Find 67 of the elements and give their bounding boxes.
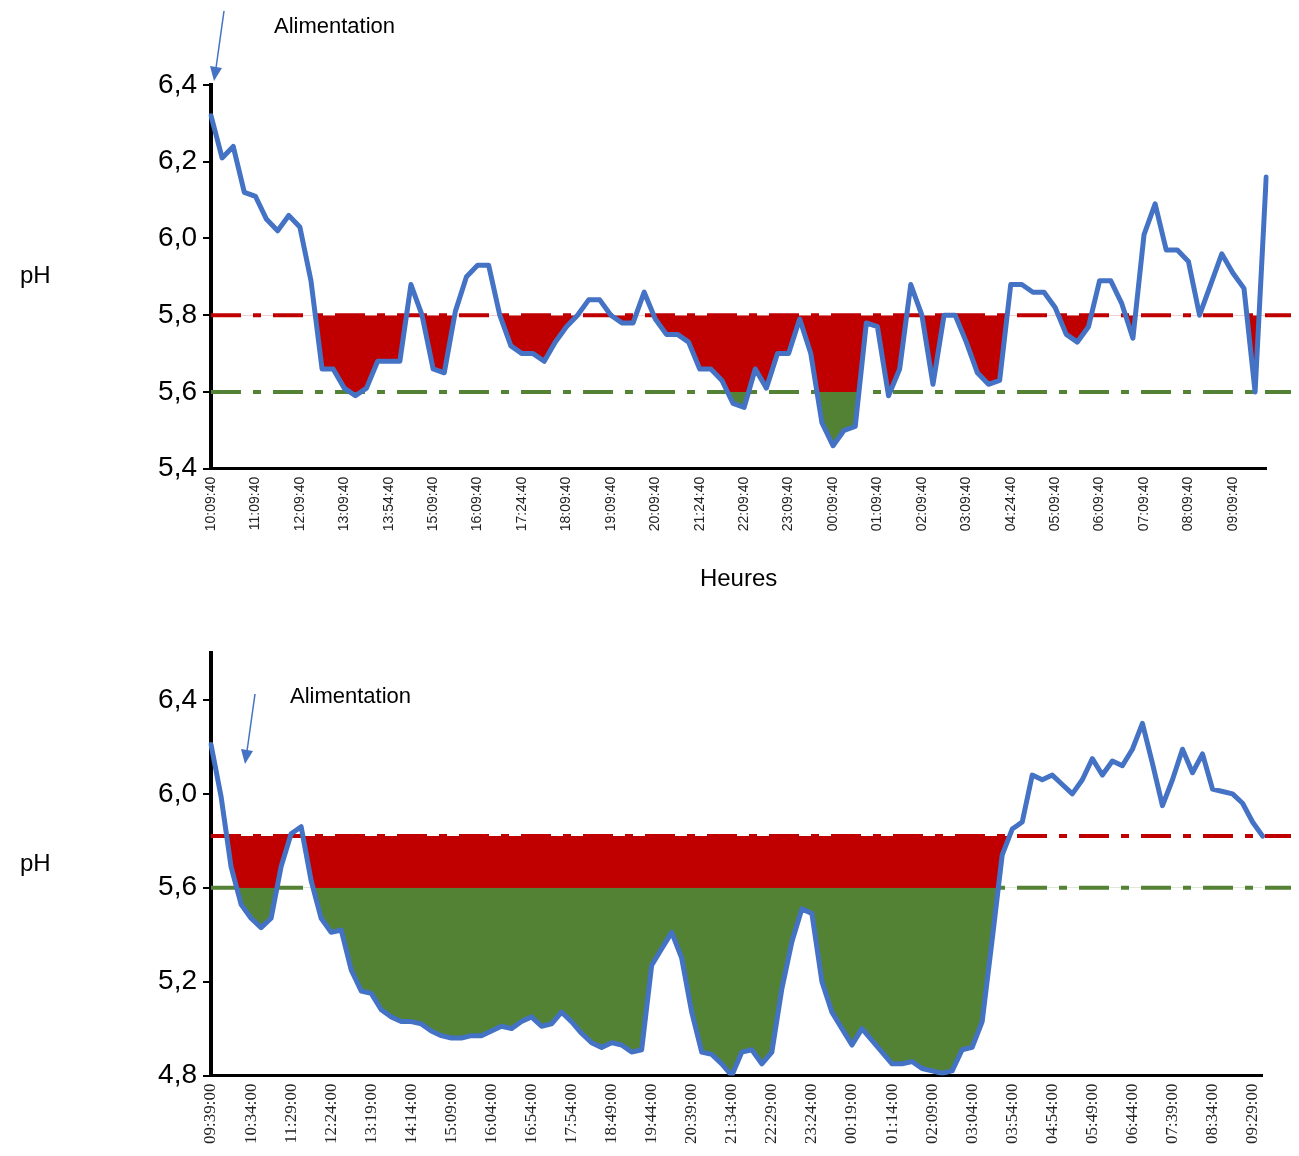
- x-tick-label: 20:39:00: [681, 1083, 701, 1145]
- x-tick-label: 18:49:00: [601, 1083, 621, 1145]
- x-tick-label: 07:39:00: [1161, 1083, 1181, 1145]
- x-tick-label: 13:09:40: [335, 476, 352, 532]
- x-tick-label: 16:54:00: [520, 1083, 540, 1145]
- y-axis-title: pH: [20, 261, 51, 289]
- x-tick-label: 06:09:40: [1090, 476, 1107, 532]
- x-tick-label: 02:09:00: [921, 1083, 941, 1145]
- x-tick-label: 09:39:00: [200, 1083, 220, 1145]
- y-tick-label: 5,4: [158, 451, 197, 483]
- x-tick-label: 00:09:40: [823, 476, 840, 532]
- x-tick-label: 00:19:00: [841, 1083, 861, 1145]
- x-tick-label: 17:54:00: [561, 1083, 581, 1145]
- x-tick-label: 10:34:00: [240, 1083, 260, 1145]
- x-tick-label: 23:24:00: [801, 1083, 821, 1145]
- x-tick-label: 05:09:40: [1046, 476, 1063, 532]
- x-tick-label: 19:44:00: [641, 1083, 661, 1145]
- x-tick-label: 18:09:40: [557, 476, 574, 532]
- x-tick-label: 12:09:40: [290, 476, 307, 532]
- x-tick-label: 13:54:40: [379, 476, 396, 532]
- x-tick-label: 15:09:00: [440, 1083, 460, 1145]
- y-tick-label: 5,6: [158, 374, 197, 406]
- x-tick-label: 09:29:00: [1242, 1083, 1262, 1145]
- x-tick-label: 16:04:00: [480, 1083, 500, 1145]
- x-tick-label: 01:14:00: [881, 1083, 901, 1145]
- y-tick-label: 6,4: [158, 67, 197, 99]
- x-tick-label: 02:09:40: [912, 476, 929, 532]
- y-tick-label: 6,4: [158, 682, 197, 714]
- y-tick-label: 6,0: [158, 776, 197, 808]
- x-tick-label: 07:09:40: [1134, 476, 1151, 532]
- x-tick-label: 08:09:40: [1179, 476, 1196, 532]
- x-tick-label: 03:09:40: [957, 476, 974, 532]
- x-tick-label: 14:14:00: [400, 1083, 420, 1145]
- y-tick-label: 5,6: [158, 870, 197, 902]
- x-tick-label: 04:24:40: [1001, 476, 1018, 532]
- x-axis-title: Heures: [699, 564, 778, 592]
- x-tick-label: 20:09:40: [646, 476, 663, 532]
- x-tick-label: 03:04:00: [961, 1083, 981, 1145]
- x-tick-label: 06:44:00: [1121, 1083, 1141, 1145]
- y-axis-title: pH: [20, 848, 51, 876]
- x-tick-label: 22:09:40: [735, 476, 752, 532]
- x-tick-label: 08:34:00: [1201, 1083, 1221, 1145]
- x-tick-label: 01:09:40: [868, 476, 885, 532]
- x-tick-label: 19:09:40: [601, 476, 618, 532]
- x-tick-label: 03:54:00: [1001, 1083, 1021, 1145]
- x-tick-label: 13:19:00: [360, 1083, 380, 1145]
- x-tick-label: 09:09:40: [1223, 476, 1240, 532]
- x-tick-label: 15:09:40: [424, 476, 441, 532]
- y-tick-label: 5,2: [158, 964, 197, 996]
- x-tick-label: 11:29:00: [280, 1083, 300, 1144]
- annotation: Alimentation: [290, 683, 412, 709]
- text: Alimentation: [274, 13, 396, 39]
- x-tick-label: 11:09:40: [246, 476, 263, 531]
- x-tick-label: 22:29:00: [761, 1083, 781, 1145]
- y-tick-label: 5,8: [158, 297, 197, 329]
- y-tick-label: 4,8: [158, 1058, 197, 1090]
- x-tick-label: 05:49:00: [1081, 1083, 1101, 1145]
- y-tick-label: 6,0: [158, 221, 197, 253]
- x-tick-label: 12:24:00: [320, 1083, 340, 1145]
- x-tick-label: 04:54:00: [1041, 1083, 1061, 1145]
- x-tick-label: 16:09:40: [468, 476, 485, 532]
- x-tick-label: 21:34:00: [721, 1083, 741, 1145]
- x-tick-label: 21:24:40: [690, 476, 707, 532]
- y-tick-label: 6,2: [158, 144, 197, 176]
- x-tick-label: 23:09:40: [779, 476, 796, 532]
- x-tick-label: 17:24:40: [512, 476, 529, 532]
- x-tick-label: 10:09:40: [201, 476, 218, 532]
